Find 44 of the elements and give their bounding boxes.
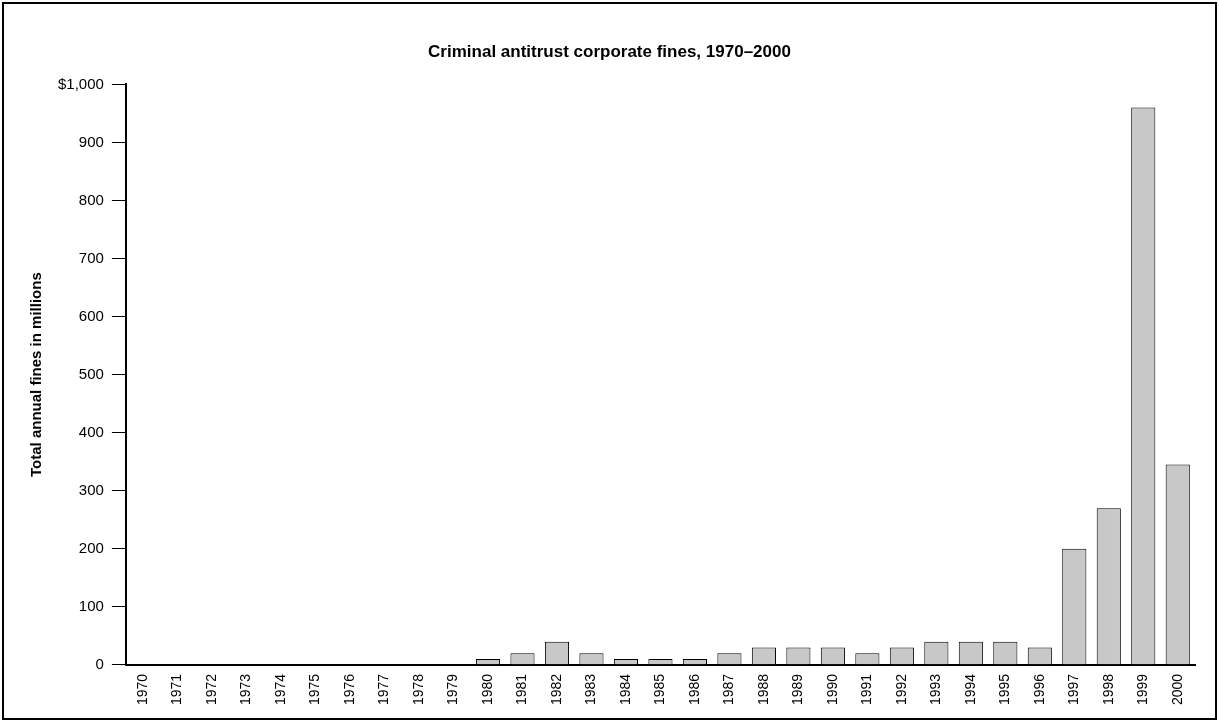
y-tick-label: $1,000: [57, 74, 104, 92]
x-tick-label: 1981: [513, 673, 530, 706]
chart-title: Criminal antitrust corporate fines, 1970–2000: [428, 41, 791, 61]
y-tick-label: 600: [78, 306, 104, 324]
x-tick-label: 1973: [237, 673, 254, 706]
x-tick-label: 1983: [582, 673, 599, 706]
y-axis-title: Total annual fines in millions: [27, 272, 45, 477]
x-tick-label: 1989: [789, 673, 806, 706]
x-tick-label: 1982: [547, 673, 564, 706]
x-tick-label: 1990: [823, 673, 840, 706]
x-tick-label: 1978: [409, 673, 426, 706]
x-tick-label: 1998: [1099, 673, 1116, 706]
x-tick-label: 1991: [858, 673, 875, 706]
y-tick-label: 0: [95, 655, 104, 672]
y-tick-label: 300: [78, 480, 104, 498]
y-tick-label: 900: [78, 132, 104, 150]
x-tick-label: 1986: [685, 673, 702, 706]
x-tick-label: 1994: [961, 673, 978, 706]
x-tick-label: 1996: [1030, 673, 1047, 706]
x-tick-label: 1970: [133, 673, 150, 706]
y-tick-label: 500: [78, 364, 104, 382]
x-tick-label: 1999: [1134, 673, 1151, 706]
x-tick-label: 1995: [996, 673, 1013, 706]
x-tick-label: 1974: [271, 673, 288, 706]
x-tick-label: 1988: [754, 673, 771, 706]
x-tick-label: 1997: [1065, 673, 1082, 706]
x-tick-label: 1984: [616, 673, 633, 706]
x-tick-label: 1980: [478, 673, 495, 706]
x-tick-label: 2000: [1168, 673, 1185, 706]
x-tick-label: 1975: [306, 673, 323, 706]
y-tick-label: 100: [78, 596, 104, 614]
x-tick-label: 1971: [168, 673, 185, 706]
y-tick-label: 200: [78, 538, 104, 556]
x-tick-label: 1979: [444, 673, 461, 706]
x-tick-label: 1993: [927, 673, 944, 706]
x-tick-label: 1977: [375, 673, 392, 706]
x-tick-label: 1985: [651, 673, 668, 706]
y-tick-label: 800: [78, 190, 104, 208]
x-tick-label: 1992: [892, 673, 909, 706]
x-tick-label: 1972: [202, 673, 219, 706]
x-tick-label: 1976: [340, 673, 357, 706]
y-tick-label: 400: [78, 422, 104, 440]
y-tick-label: 700: [78, 248, 104, 266]
x-tick-label: 1987: [720, 673, 737, 706]
